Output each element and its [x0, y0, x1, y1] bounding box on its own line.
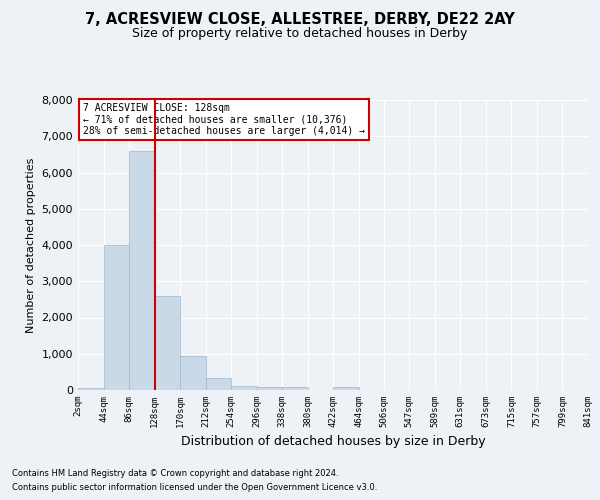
Y-axis label: Number of detached properties: Number of detached properties: [26, 158, 36, 332]
Bar: [257, 386, 282, 390]
Bar: [282, 388, 308, 390]
Bar: [334, 386, 359, 390]
Text: Contains HM Land Registry data © Crown copyright and database right 2024.: Contains HM Land Registry data © Crown c…: [12, 468, 338, 477]
Text: 7, ACRESVIEW CLOSE, ALLESTREE, DERBY, DE22 2AY: 7, ACRESVIEW CLOSE, ALLESTREE, DERBY, DE…: [85, 12, 515, 28]
Bar: [155, 296, 180, 390]
Text: 7 ACRESVIEW CLOSE: 128sqm
← 71% of detached houses are smaller (10,376)
28% of s: 7 ACRESVIEW CLOSE: 128sqm ← 71% of detac…: [83, 103, 365, 136]
Bar: [104, 245, 129, 390]
Bar: [129, 151, 155, 390]
X-axis label: Distribution of detached houses by size in Derby: Distribution of detached houses by size …: [181, 436, 485, 448]
Bar: [180, 356, 206, 390]
Text: Contains public sector information licensed under the Open Government Licence v3: Contains public sector information licen…: [12, 484, 377, 492]
Bar: [206, 378, 231, 390]
Bar: [78, 388, 104, 390]
Bar: [231, 386, 257, 390]
Text: Size of property relative to detached houses in Derby: Size of property relative to detached ho…: [133, 28, 467, 40]
